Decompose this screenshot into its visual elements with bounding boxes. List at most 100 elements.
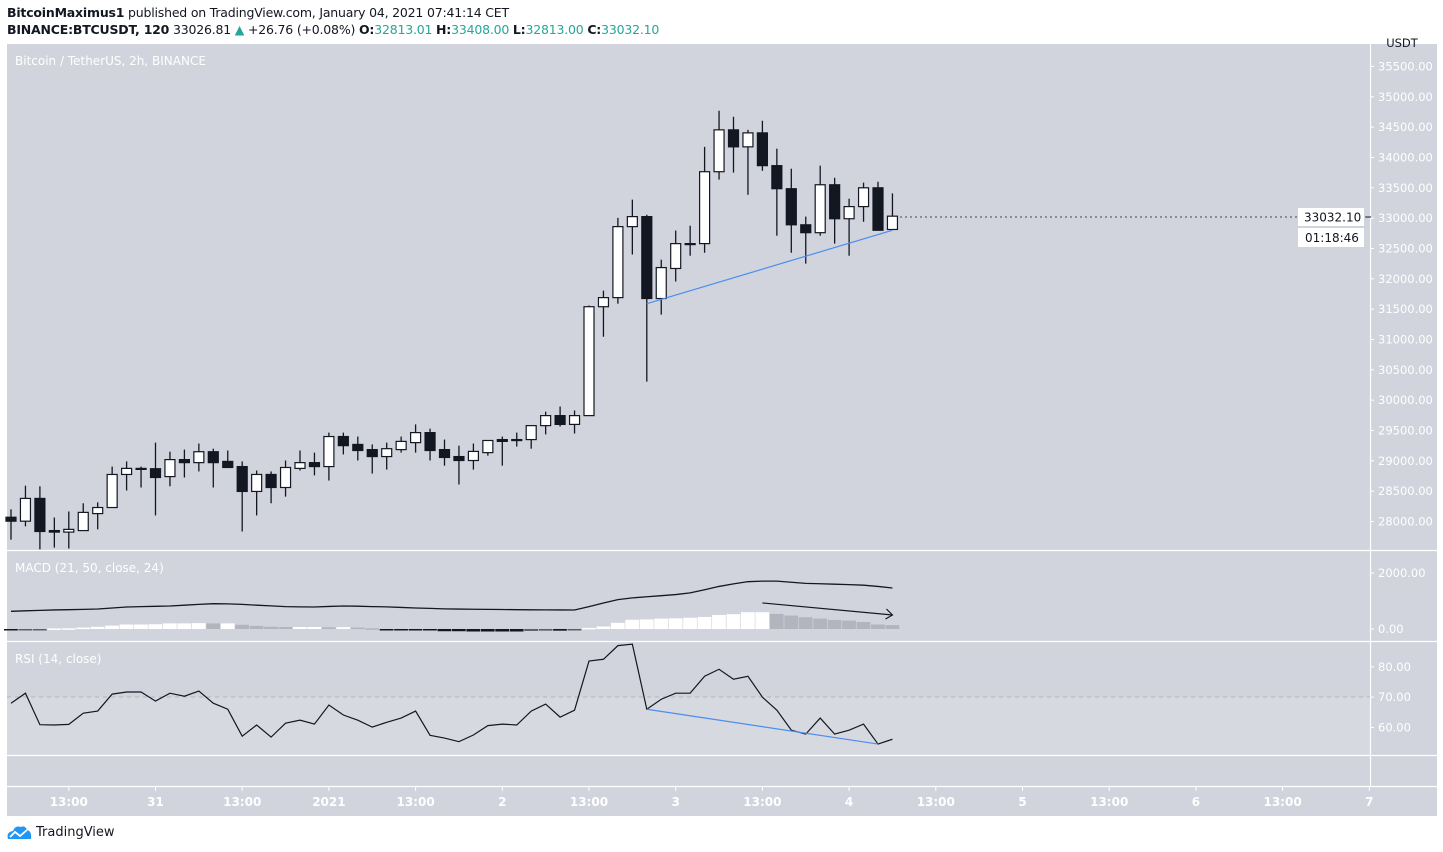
macd-plot — [4, 580, 900, 632]
price-axis-tick-label: 29500.00 — [1378, 423, 1433, 437]
candle-down — [872, 181, 884, 231]
candle-body — [496, 438, 508, 442]
candle-up — [410, 424, 422, 453]
macd-histogram-bar — [18, 628, 33, 631]
candle-up — [568, 410, 581, 434]
time-axis[interactable]: 13:00 31 13:00 2021 13:00 2 13:00 3 13:00 4 13:00 5… — [50, 787, 1374, 809]
candle-body — [843, 205, 855, 220]
symbol-name: BINANCE:BTCUSDT, 120 — [7, 22, 170, 37]
time-axis-label: 13:00 — [396, 795, 434, 809]
macd-histogram-bar — [842, 620, 856, 629]
tradingview-logo[interactable]: TradingView — [6, 824, 115, 840]
candle-body — [482, 439, 494, 454]
drawings[interactable] — [646, 229, 894, 745]
candle-body — [222, 460, 234, 469]
macd-histogram-bar — [871, 624, 885, 629]
candle-up — [294, 450, 306, 471]
candle-down — [366, 444, 378, 474]
macd-histogram-bar — [885, 625, 900, 629]
candle-body — [251, 473, 263, 493]
macd-histogram-bar — [466, 628, 481, 632]
candle-body — [684, 243, 696, 246]
macd-histogram-bar — [567, 628, 582, 631]
candle-body — [814, 184, 826, 234]
price-axis-tick-label: 31000.00 — [1378, 332, 1433, 346]
macd-histogram-bar — [307, 627, 322, 629]
macd-arrow[interactable] — [762, 602, 893, 616]
candle-up — [670, 230, 682, 282]
candle-body — [77, 511, 89, 532]
last-price-tag: 33032.10 01:18:46 — [900, 208, 1371, 247]
symbol-info: BINANCE:BTCUSDT, 120 33026.81 ▲ +26.76 (… — [7, 22, 659, 37]
macd-histogram-bar — [740, 612, 755, 629]
macd-histogram-bar — [596, 626, 611, 629]
rsi-axis-tick-label: 70.00 — [1378, 690, 1411, 704]
candle-down — [554, 406, 566, 427]
author-name[interactable]: BitcoinMaximus1 — [7, 5, 125, 20]
candle-body — [265, 473, 277, 489]
macd-histogram-bar — [61, 628, 76, 630]
candle-up — [164, 451, 176, 487]
macd-histogram-bar — [119, 624, 134, 629]
price-axis-tick-label: 33500.00 — [1378, 181, 1433, 195]
rsi-line — [10, 643, 893, 745]
macd-histogram-bar — [610, 622, 625, 629]
time-axis-label: 2021 — [312, 795, 345, 809]
rsi-trendline[interactable] — [646, 708, 879, 745]
macd-histogram-bar — [755, 612, 770, 629]
candle-body — [381, 448, 393, 458]
macd-histogram-bar — [827, 620, 842, 629]
candle-up — [381, 442, 393, 470]
rsi-axis-tick-label: 60.00 — [1378, 720, 1411, 734]
macd-histogram-bar — [408, 628, 423, 631]
candle-body — [92, 506, 104, 515]
price-axis[interactable]: 28000.00 28500.00 29000.00 29500.00 30000.00… — [1370, 59, 1433, 528]
candle-body — [193, 451, 205, 464]
last-price: 33026.81 — [172, 22, 232, 37]
candle-body — [19, 497, 32, 522]
chart-background — [7, 44, 1437, 816]
pane-separators — [7, 44, 1437, 788]
price-axis-tick-label: 32500.00 — [1378, 241, 1433, 255]
candle-body — [568, 415, 581, 426]
candle-body — [800, 224, 812, 234]
candle-body — [597, 297, 610, 308]
macd-histogram-bar — [683, 617, 697, 629]
candle-body — [655, 266, 667, 300]
candle-body — [511, 438, 523, 442]
candle-body — [771, 165, 783, 190]
rsi-axis[interactable]: 60.00 70.00 80.00 — [1370, 660, 1411, 735]
time-axis-label: 4 — [845, 795, 853, 809]
candle-up — [655, 259, 667, 315]
candle-body — [785, 188, 797, 226]
candle-body — [727, 129, 740, 148]
candle-up — [63, 511, 75, 549]
macd-histogram-bar — [509, 628, 524, 632]
macd-histogram-bar — [162, 623, 177, 629]
price-axis-tick-label: 28000.00 — [1378, 514, 1433, 528]
up-triangle-icon: ▲ — [234, 22, 245, 37]
last-price-label: 33032.10 — [1304, 211, 1361, 225]
time-axis-label: 13:00 — [917, 795, 955, 809]
macd-histogram-bar — [524, 628, 538, 631]
macd-histogram-bar — [726, 614, 741, 629]
candle-down — [453, 445, 465, 485]
macd-axis[interactable]: 0.00 2000.00 — [1370, 566, 1426, 636]
price-axis-tick-label: 34500.00 — [1378, 120, 1433, 134]
macd-histogram-bar — [697, 616, 712, 629]
macd-histogram-bar — [495, 628, 510, 632]
candle-up — [583, 305, 595, 417]
candle-up — [323, 432, 335, 481]
rsi-plot — [10, 643, 893, 745]
publish-info: BitcoinMaximus1 published on TradingView… — [7, 5, 509, 20]
candle-body — [5, 516, 17, 522]
macd-histogram-bar — [264, 626, 278, 629]
macd-histogram-bar — [639, 619, 654, 629]
open-value: 32813.01 — [374, 22, 433, 37]
candle-body — [626, 216, 638, 228]
price-trendline[interactable] — [646, 229, 893, 305]
candle-up — [886, 193, 899, 231]
macd-histogram-bar — [321, 627, 336, 629]
candle-down — [727, 116, 740, 173]
